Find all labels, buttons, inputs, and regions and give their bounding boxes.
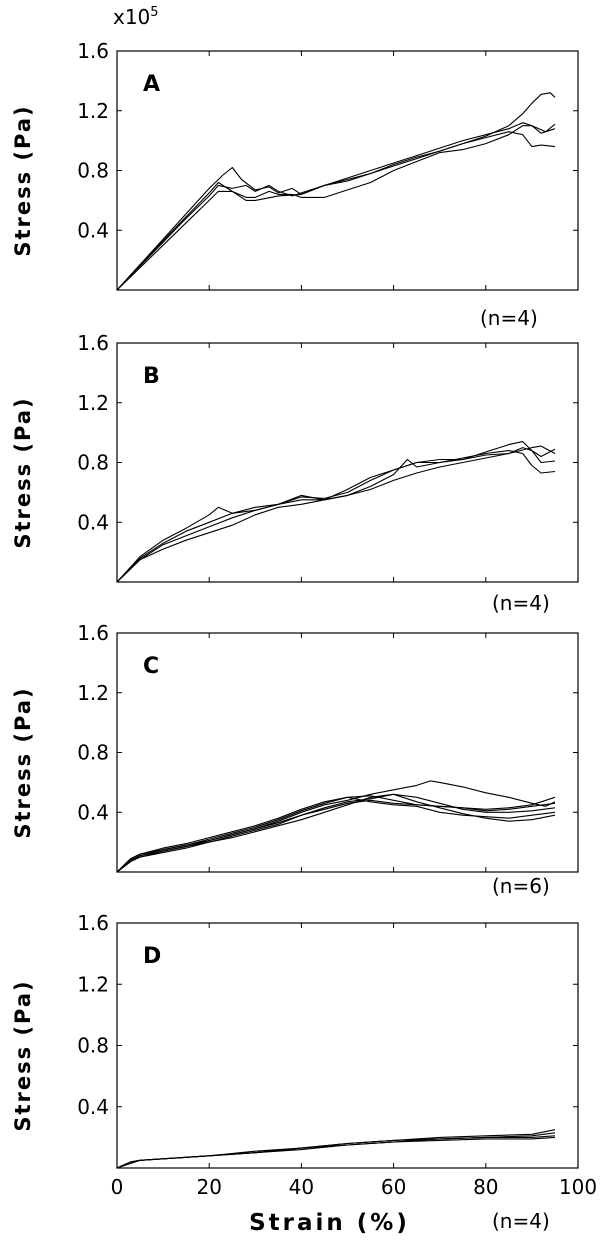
series-line-3 bbox=[116, 131, 556, 291]
series-line-4 bbox=[116, 123, 556, 291]
panel-b: 1.6 1.2 0.8 0.4 Stress (Pa) B (n=4) bbox=[11, 331, 579, 615]
panel-a: 1.6 1.2 0.8 0.4 Stress (Pa) A (n=4) x105 bbox=[11, 5, 579, 330]
y-tick-label: 1.6 bbox=[77, 39, 109, 63]
series-line-2 bbox=[116, 447, 556, 583]
x-tick-label: 80 bbox=[473, 1175, 498, 1199]
x-axis-label: Strain (%) bbox=[249, 1210, 410, 1236]
panel-c: 1.6 1.2 0.8 0.4 Stress (Pa) C (n=6) bbox=[11, 621, 579, 898]
y-tick-label: 1.6 bbox=[77, 621, 109, 645]
y-tick-label: 0.4 bbox=[77, 218, 109, 242]
y-axis-label: Stress (Pa) bbox=[11, 104, 35, 256]
series-line-2 bbox=[116, 795, 556, 873]
y-tick-label: 0.4 bbox=[77, 510, 109, 534]
x-tick-label: 40 bbox=[289, 1175, 314, 1199]
y-axis-label: Stress (Pa) bbox=[11, 396, 35, 548]
y-axis-label: Stress (Pa) bbox=[11, 979, 35, 1131]
y-tick-label: 0.8 bbox=[77, 1034, 109, 1058]
series-line-1 bbox=[116, 441, 556, 583]
y-tick-label: 1.2 bbox=[77, 972, 109, 996]
series-line-3 bbox=[116, 1135, 556, 1169]
series-line-3 bbox=[116, 793, 556, 873]
y-tick-label: 0.4 bbox=[77, 1095, 109, 1119]
y-tick-label: 0.8 bbox=[77, 451, 109, 475]
x-tick-label: 100 bbox=[559, 1175, 597, 1199]
panel-letter: B bbox=[143, 364, 160, 389]
x-tick-label: 0 bbox=[111, 1175, 124, 1199]
series-line-4 bbox=[116, 1136, 556, 1169]
y-tick-label: 1.2 bbox=[77, 391, 109, 415]
plot-frame bbox=[116, 632, 579, 873]
plot-frame bbox=[116, 50, 579, 291]
plot-frame bbox=[116, 342, 579, 583]
y-axis-label: Stress (Pa) bbox=[11, 686, 35, 838]
axis-multiplier-exponent: 5 bbox=[150, 5, 158, 20]
x-tick-label: 20 bbox=[196, 1175, 221, 1199]
y-tick-label: 0.4 bbox=[77, 800, 109, 824]
y-tick-label: 1.6 bbox=[77, 331, 109, 355]
sample-count-label: (n=6) bbox=[492, 874, 550, 898]
y-tick-label: 1.2 bbox=[77, 99, 109, 123]
y-tick-label: 1.2 bbox=[77, 681, 109, 705]
y-tick-label: 0.8 bbox=[77, 741, 109, 765]
panel-letter: D bbox=[143, 944, 161, 969]
axis-multiplier: x105 bbox=[113, 5, 159, 29]
series-line-1 bbox=[116, 1129, 556, 1169]
series-line-2 bbox=[116, 122, 556, 291]
x-tick-label: 60 bbox=[381, 1175, 406, 1199]
series-line-4 bbox=[116, 445, 556, 583]
panel-letter: C bbox=[143, 654, 159, 679]
y-tick-label: 0.8 bbox=[77, 159, 109, 183]
series-line-6 bbox=[116, 799, 556, 873]
series-line-2 bbox=[116, 1132, 556, 1169]
series-line-3 bbox=[116, 450, 556, 583]
panel-letter: A bbox=[143, 72, 160, 97]
sample-count-label: (n=4) bbox=[492, 591, 550, 615]
panel-d: 1.6 1.2 0.8 0.4 Stress (Pa) D (n=4) 0 20 40 60 80 10… bbox=[11, 911, 597, 1236]
plot-frame bbox=[116, 922, 579, 1169]
series-line-1 bbox=[116, 92, 556, 291]
sample-count-label: (n=4) bbox=[492, 1209, 550, 1233]
sample-count-label: (n=4) bbox=[480, 306, 538, 330]
series-line-1 bbox=[116, 780, 556, 873]
y-tick-label: 1.6 bbox=[77, 911, 109, 935]
